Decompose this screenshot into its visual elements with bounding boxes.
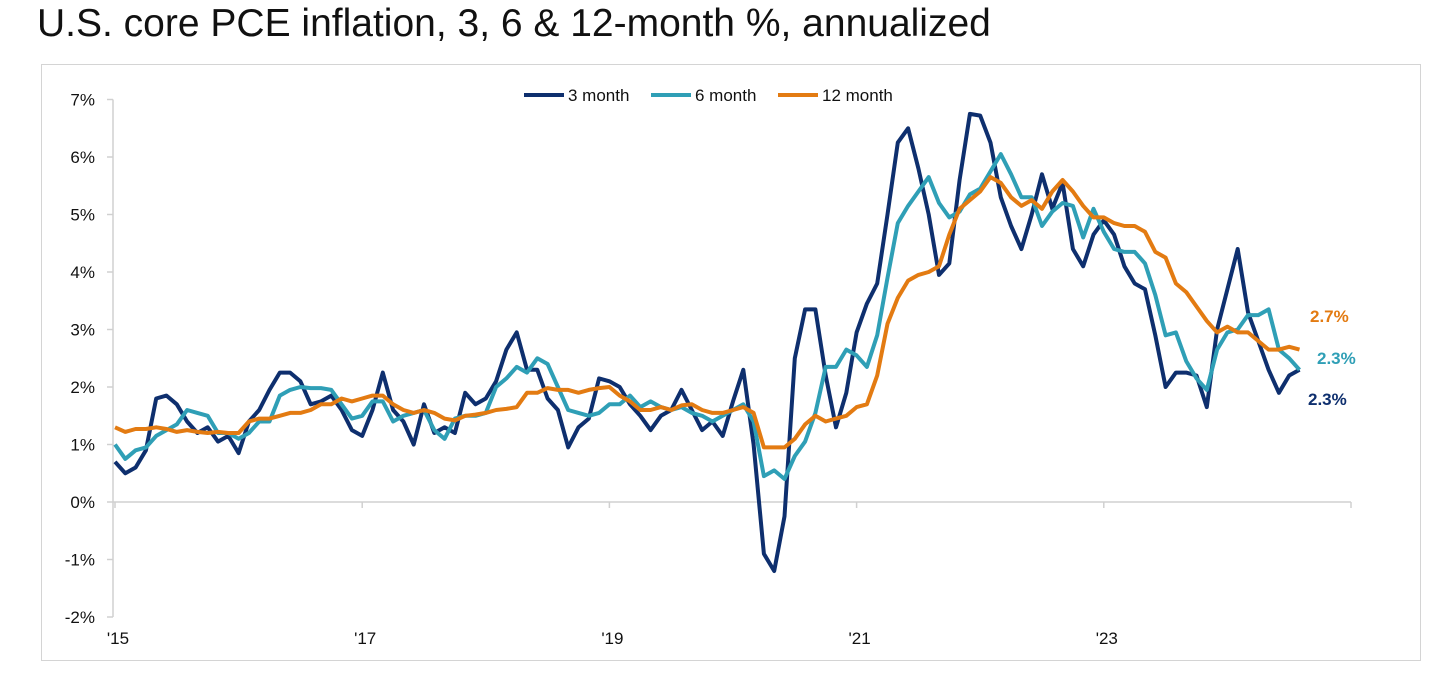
- axes: -2% -1% 0% 1% 2% 3% 4% 5% 6% 7% '15 '17 '19 '21 '23: [65, 91, 1352, 648]
- end-label-3-month: 2.3%: [1308, 390, 1347, 409]
- series-line-12-month: [114, 175, 1301, 450]
- y-tick-label: -1%: [65, 551, 95, 570]
- legend-label: 6 month: [695, 86, 756, 105]
- y-tick-label: 4%: [70, 263, 95, 282]
- legend-label: 12 month: [822, 86, 893, 105]
- page-title: U.S. core PCE inflation, 3, 6 & 12-month…: [37, 2, 991, 45]
- legend: 3 month 6 month 12 month: [524, 86, 893, 105]
- series-lines: [113, 111, 1301, 573]
- x-tick-label: '21: [849, 629, 871, 648]
- x-tick-label: '15: [107, 629, 129, 648]
- end-labels: 2.3% 2.3% 2.7%: [1308, 307, 1356, 409]
- end-label-6-month: 2.3%: [1317, 349, 1356, 368]
- chart-frame: [41, 64, 1421, 661]
- y-tick-label: 6%: [70, 148, 95, 167]
- x-tick-label: '17: [354, 629, 376, 648]
- legend-label: 3 month: [568, 86, 629, 105]
- x-tick-label: '19: [601, 629, 623, 648]
- y-tick-label: -2%: [65, 608, 95, 627]
- series-line-6-month: [113, 152, 1301, 481]
- y-tick-label: 0%: [70, 493, 95, 512]
- y-tick-label: 5%: [70, 206, 95, 225]
- y-tick-label: 7%: [70, 91, 95, 110]
- y-tick-label: 3%: [70, 321, 95, 340]
- x-tick-label: '23: [1096, 629, 1118, 648]
- y-tick-label: 1%: [70, 436, 95, 455]
- y-tick-label: 2%: [70, 378, 95, 397]
- end-label-12-month: 2.7%: [1310, 307, 1349, 326]
- series-line-3-month: [113, 111, 1301, 573]
